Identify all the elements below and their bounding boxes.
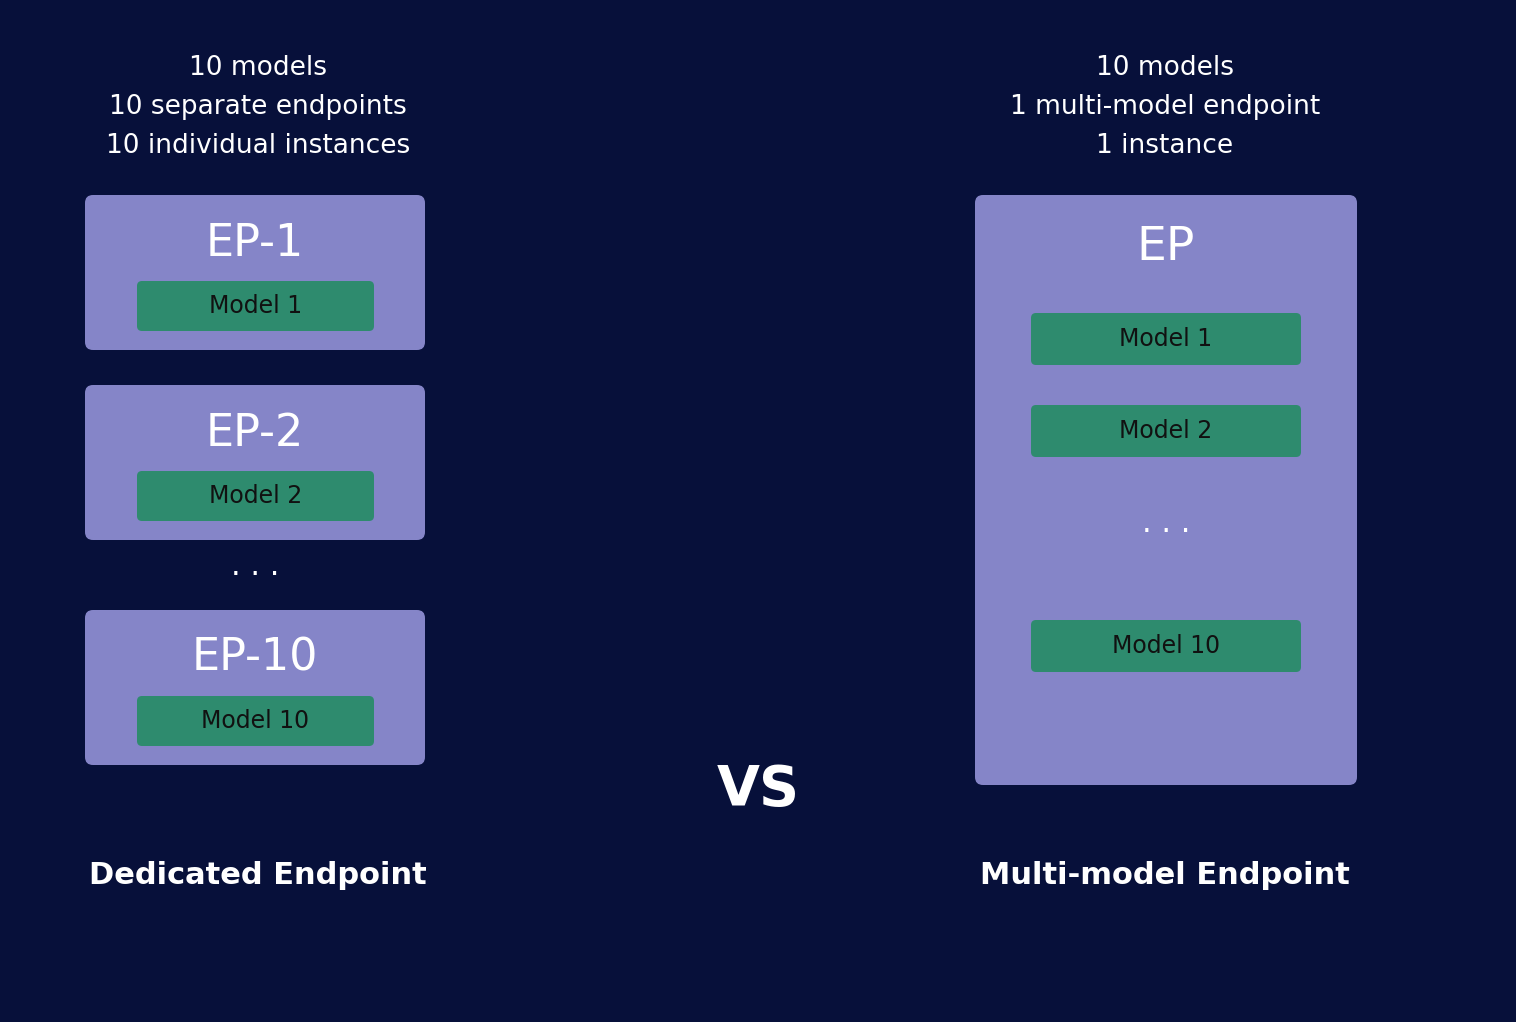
Text: EP-1: EP-1	[206, 222, 305, 265]
Text: Model 10: Model 10	[1111, 634, 1220, 658]
Text: . . .: . . .	[1142, 509, 1190, 538]
FancyBboxPatch shape	[1031, 620, 1301, 672]
Text: VS: VS	[717, 763, 799, 817]
Text: Model 1: Model 1	[209, 294, 302, 318]
Text: EP-10: EP-10	[191, 637, 318, 680]
Text: EP-2: EP-2	[206, 412, 305, 455]
FancyBboxPatch shape	[136, 696, 374, 746]
Text: Model 1: Model 1	[1119, 327, 1213, 351]
Text: 10 models
1 multi-model endpoint
1 instance: 10 models 1 multi-model endpoint 1 insta…	[1010, 55, 1320, 159]
FancyBboxPatch shape	[975, 195, 1357, 785]
FancyBboxPatch shape	[85, 385, 424, 540]
Text: 10 models
10 separate endpoints
10 individual instances: 10 models 10 separate endpoints 10 indiv…	[106, 55, 411, 159]
FancyBboxPatch shape	[1031, 313, 1301, 365]
Text: Dedicated Endpoint: Dedicated Endpoint	[89, 861, 428, 889]
Text: . . .: . . .	[230, 552, 279, 580]
FancyBboxPatch shape	[85, 195, 424, 350]
Text: Model 2: Model 2	[1119, 419, 1213, 443]
FancyBboxPatch shape	[136, 471, 374, 521]
Text: Multi-model Endpoint: Multi-model Endpoint	[979, 861, 1349, 889]
Text: Model 10: Model 10	[202, 709, 309, 733]
FancyBboxPatch shape	[136, 281, 374, 331]
FancyBboxPatch shape	[85, 610, 424, 765]
Text: EP: EP	[1137, 225, 1195, 270]
Text: Model 2: Model 2	[209, 484, 302, 508]
FancyBboxPatch shape	[1031, 405, 1301, 457]
